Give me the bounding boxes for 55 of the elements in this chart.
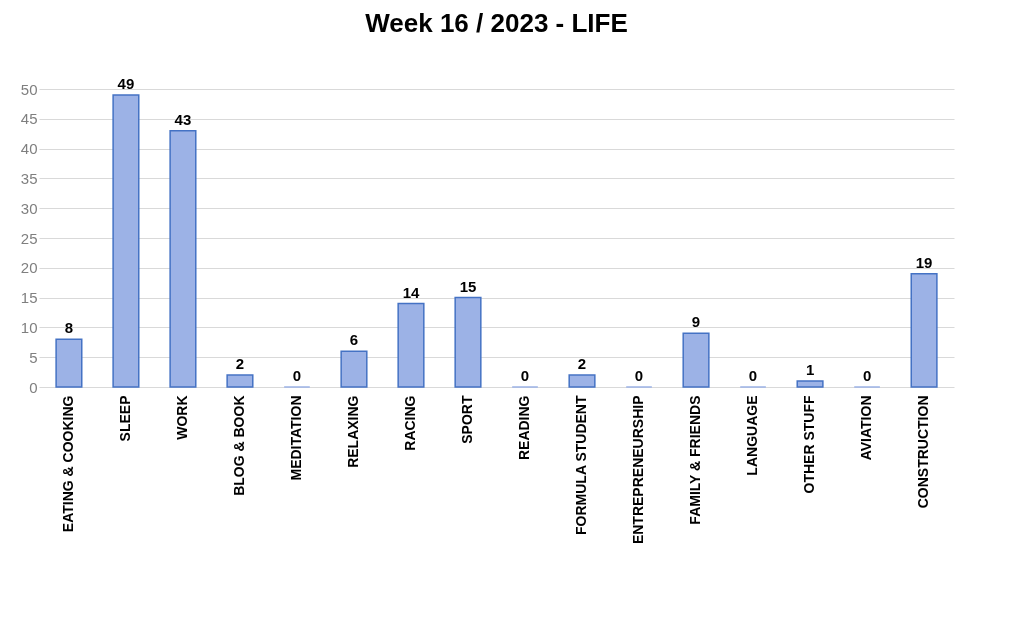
- x-tick-label: ENTREPRENEURSHIP: [630, 395, 647, 545]
- data-label: 0: [520, 367, 530, 384]
- y-tick-label: 30: [20, 199, 38, 217]
- y-tick-label: 50: [20, 80, 38, 98]
- x-tick-label: FORMULA STUDENT: [573, 395, 590, 535]
- y-tick-label: 15: [20, 289, 38, 307]
- data-label: 0: [634, 367, 644, 384]
- x-tick-label: SPORT: [459, 395, 475, 444]
- bar: [796, 380, 824, 388]
- y-tick-label: 5: [29, 348, 38, 366]
- data-label: 6: [349, 331, 359, 349]
- y-tick-label: 25: [20, 229, 38, 247]
- bar: [226, 374, 254, 388]
- bar: [454, 296, 482, 388]
- bar: [112, 94, 140, 388]
- y-tick-label: 35: [20, 169, 38, 187]
- x-tick-label: RELAXING: [344, 395, 361, 468]
- data-label: 15: [459, 277, 477, 295]
- data-label: 8: [64, 319, 74, 337]
- bar: [55, 338, 83, 388]
- x-tick-label: LANGUAGE: [744, 395, 761, 476]
- chart-title: Week 16 / 2023 - LIFE: [365, 7, 628, 38]
- x-tick-label: SLEEP: [116, 395, 133, 442]
- data-label: 0: [862, 367, 872, 384]
- x-tick-label: RACING: [401, 395, 418, 451]
- y-tick-label: 20: [20, 259, 38, 277]
- x-tick-label: AVIATION: [858, 395, 875, 461]
- y-tick-label: 45: [20, 110, 38, 128]
- x-tick-label: BLOG & BOOK: [230, 395, 247, 496]
- data-label: 2: [235, 355, 245, 373]
- data-label: 2: [577, 355, 587, 373]
- bar: [568, 374, 596, 388]
- x-tick-label: CONSTRUCTION: [915, 395, 932, 509]
- y-tick-label: 40: [20, 140, 38, 158]
- x-tick-label: MEDITATION: [287, 395, 304, 481]
- y-tick-label: 10: [20, 318, 38, 336]
- x-tick-label: EATING & COOKING: [59, 395, 76, 533]
- data-label: 0: [748, 367, 758, 384]
- bar: [340, 350, 368, 388]
- data-label: 14: [402, 283, 420, 301]
- data-label: 43: [174, 110, 192, 128]
- bar: [169, 129, 197, 388]
- y-tick-label: 0: [29, 378, 38, 396]
- data-label: 0: [292, 367, 302, 384]
- data-label: 19: [915, 253, 933, 271]
- data-label: 9: [691, 313, 701, 331]
- data-label: 1: [805, 361, 815, 379]
- x-tick-label: WORK: [173, 395, 190, 440]
- x-tick-label: READING: [516, 395, 532, 461]
- data-label: 49: [117, 74, 135, 92]
- x-tick-label: OTHER STUFF: [801, 395, 818, 494]
- bar: [910, 273, 938, 388]
- bar: [682, 332, 710, 388]
- x-tick-label: FAMILY & FRIENDS: [687, 395, 704, 525]
- bar: [397, 302, 425, 388]
